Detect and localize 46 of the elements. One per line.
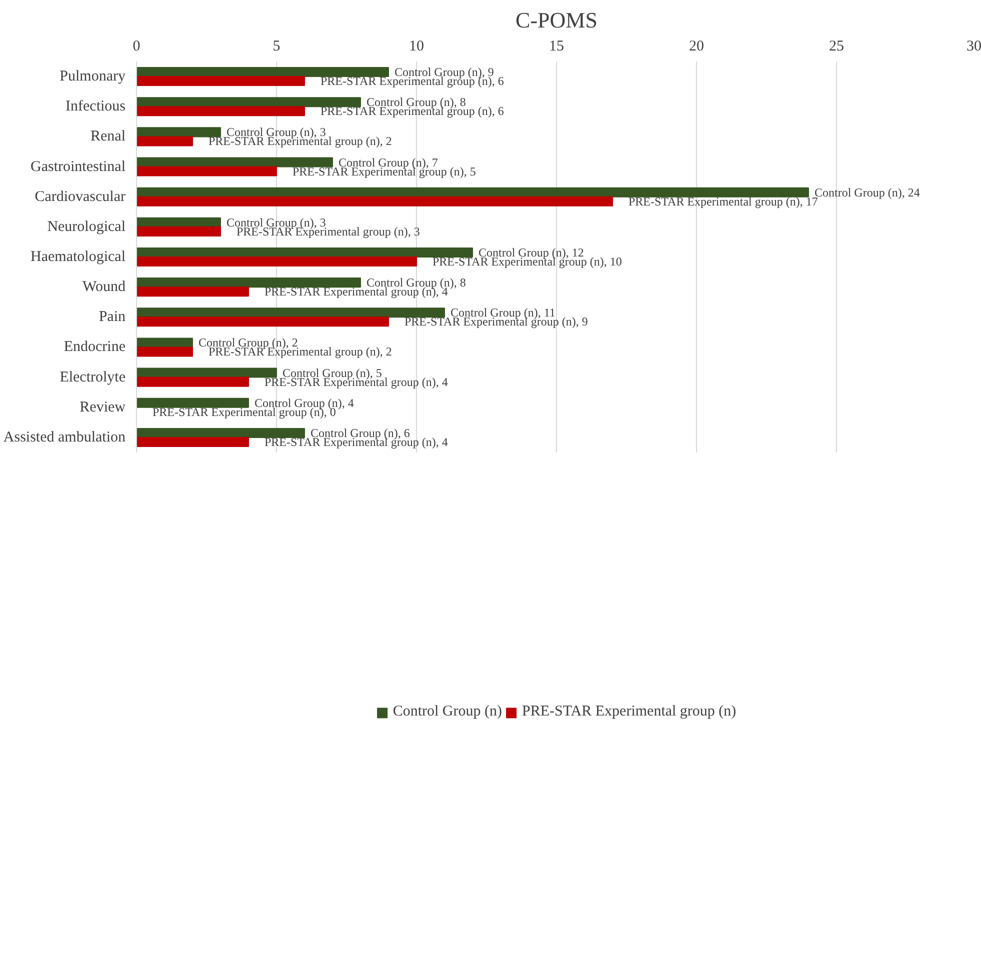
x-tick-label: 0 xyxy=(132,38,140,54)
y-tick-label: Neurological xyxy=(47,218,126,235)
y-tick-label: Haematological xyxy=(30,249,126,265)
bar xyxy=(136,76,305,86)
legend-label: PRE-STAR Experimental group (n) xyxy=(522,704,736,720)
bar xyxy=(136,157,333,168)
x-tick-label: 10 xyxy=(409,38,424,54)
bar xyxy=(136,106,305,116)
x-tick-label: 20 xyxy=(689,38,704,54)
x-tick-label: 15 xyxy=(549,38,564,54)
bar xyxy=(136,136,193,146)
y-tick-label: Infectious xyxy=(66,98,126,115)
bar xyxy=(136,226,221,236)
bar xyxy=(136,127,221,138)
x-tick-label: 30 xyxy=(966,38,981,54)
bar xyxy=(136,308,445,318)
y-tick-label: Pain xyxy=(98,309,126,326)
bar xyxy=(136,286,249,297)
bar xyxy=(136,166,277,176)
bar xyxy=(136,436,249,447)
bar xyxy=(136,428,305,438)
y-tick-label: Endocrine xyxy=(64,339,126,356)
bar xyxy=(136,368,277,378)
bar xyxy=(136,247,473,258)
bar xyxy=(136,256,417,267)
bar xyxy=(136,97,361,108)
x-tick-label: 25 xyxy=(829,38,844,54)
y-tick-label: Wound xyxy=(82,279,126,296)
y-tick-label: Review xyxy=(80,399,126,416)
y-tick-label: Cardiovascular xyxy=(34,188,126,205)
x-tick-label: 5 xyxy=(272,38,280,54)
bar xyxy=(136,316,389,327)
chart-title: C-POMS xyxy=(516,8,598,32)
legend-label: Control Group (n) xyxy=(392,704,502,720)
bar xyxy=(136,376,249,387)
bar xyxy=(136,346,193,357)
bar xyxy=(136,67,389,78)
y-tick-label: Electrolyte xyxy=(60,369,126,386)
y-tick-label: Pulmonary xyxy=(60,68,126,85)
y-tick-label: Assisted ambulation xyxy=(3,429,126,446)
bar xyxy=(136,398,249,408)
bar xyxy=(136,196,613,206)
bar xyxy=(136,278,361,288)
y-tick-label: Renal xyxy=(90,128,126,145)
y-tick-label: Gastrointestinal xyxy=(30,158,126,175)
bar xyxy=(136,187,809,198)
